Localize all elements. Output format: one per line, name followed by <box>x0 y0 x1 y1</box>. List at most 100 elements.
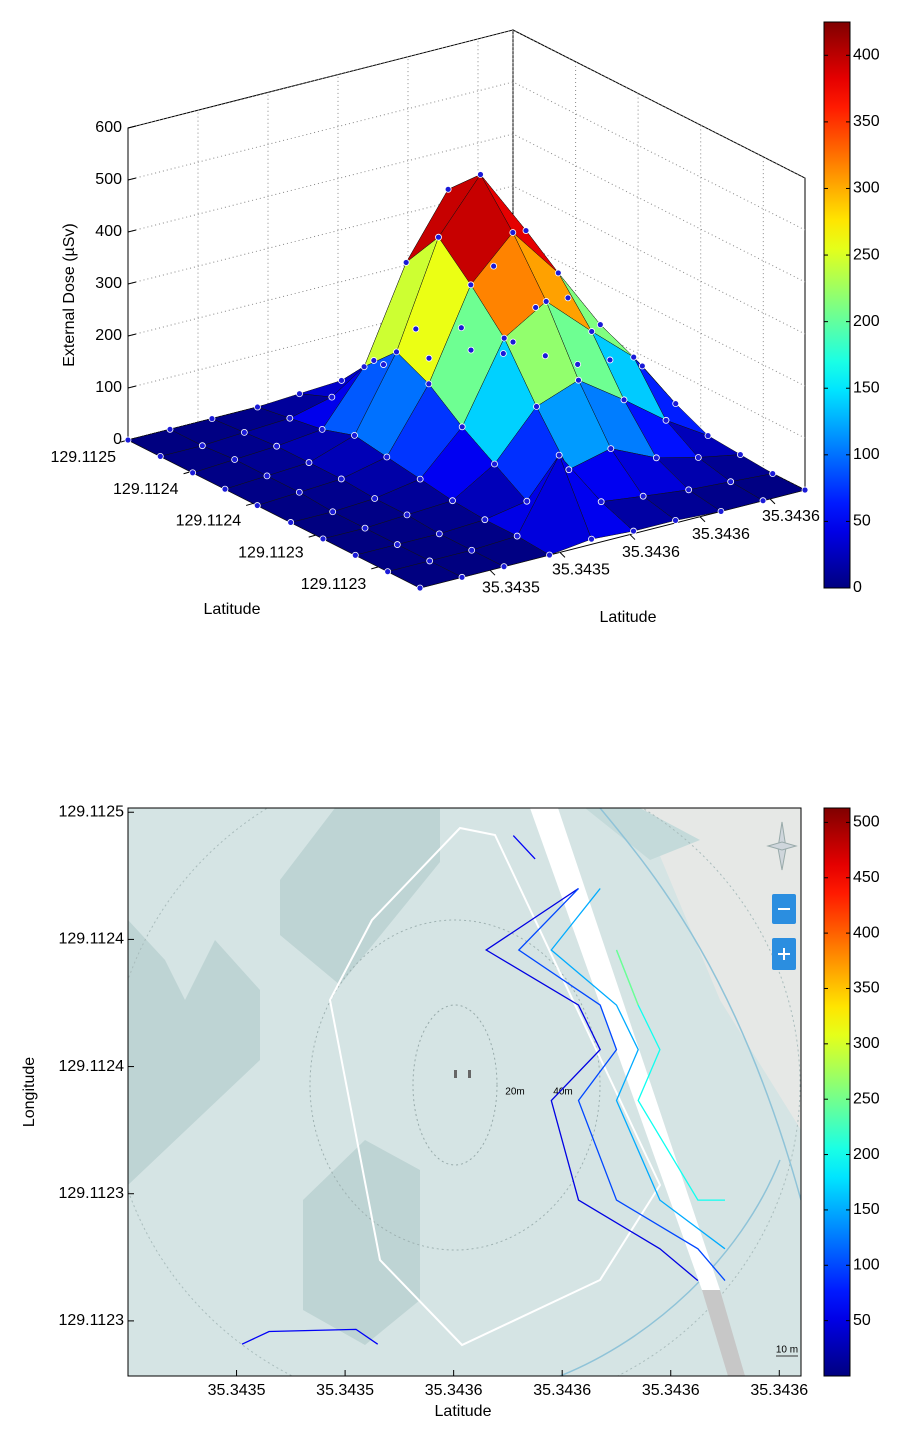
map-area <box>585 808 700 860</box>
z-tick-label: 400 <box>95 223 122 240</box>
data-point <box>513 532 521 540</box>
z-tick-label: 100 <box>95 379 122 396</box>
data-point <box>416 584 424 592</box>
colorbar-tick-label: 50 <box>853 513 871 530</box>
data-point <box>435 530 443 538</box>
y-tick-label: 35.3435 <box>482 579 540 596</box>
data-point <box>286 414 294 422</box>
data-point <box>564 294 572 302</box>
x-tick-label: 35.3435 <box>316 1382 374 1399</box>
y-tick-label: 129.1123 <box>58 1312 124 1329</box>
z-tick <box>127 333 137 337</box>
grid-line <box>127 81 806 231</box>
range-circle <box>412 1004 498 1166</box>
data-point <box>425 354 433 362</box>
y-tick <box>489 569 496 576</box>
data-point <box>468 546 476 554</box>
data-point <box>662 416 670 424</box>
range-circle <box>128 808 801 1376</box>
map: 20m 40m 10 m <box>128 808 801 1376</box>
data-point <box>596 321 604 329</box>
data-point <box>254 403 261 411</box>
contour-line <box>241 1328 379 1345</box>
data-point <box>509 338 517 346</box>
data-point <box>509 229 517 236</box>
data-point <box>435 233 442 241</box>
x-tick <box>246 502 254 506</box>
data-point <box>416 475 424 483</box>
y-axis-label: Latitude <box>600 609 657 626</box>
map-stream <box>559 1159 781 1376</box>
data-point <box>426 557 434 565</box>
data-point <box>444 185 452 193</box>
z-tick <box>127 281 137 285</box>
data-point <box>360 363 368 371</box>
data-point <box>329 508 337 516</box>
data-point <box>156 452 164 460</box>
data-point <box>542 298 550 305</box>
zoom-in-button[interactable] <box>772 938 796 970</box>
colorbar-tick-label: 100 <box>853 446 880 463</box>
y-tick <box>629 534 636 540</box>
contour-line <box>615 949 639 1006</box>
data-point <box>500 563 508 571</box>
y-tick-label: 35.3436 <box>762 508 820 525</box>
data-point <box>351 431 358 439</box>
data-point <box>638 362 646 370</box>
colorbar-tick-label: 150 <box>853 379 880 396</box>
colorbar-tick-label: 200 <box>853 1146 880 1163</box>
data-point <box>607 445 615 452</box>
site-boundary <box>328 826 662 1347</box>
axes-box <box>127 807 802 1377</box>
data-point <box>328 393 336 401</box>
x-axis-label: Latitude <box>435 1403 492 1420</box>
data-point <box>318 426 326 433</box>
data-point <box>380 361 387 368</box>
colorbar <box>823 21 851 589</box>
z-tick <box>127 385 137 389</box>
colorbar-tick-label: 400 <box>853 924 880 941</box>
y-tick <box>699 516 706 523</box>
x-tick-label: 129.1125 <box>50 449 116 466</box>
data-point <box>295 488 303 496</box>
data-point <box>727 478 735 486</box>
x-tick-label: 129.1123 <box>301 576 367 593</box>
data-point <box>477 171 484 178</box>
data-point <box>337 475 345 483</box>
map-stream <box>599 808 801 1201</box>
data-point <box>685 486 693 494</box>
data-point <box>769 470 777 478</box>
z-tick-label: 500 <box>95 171 122 188</box>
data-point <box>449 497 456 505</box>
colorbar-tick-label: 250 <box>853 246 880 263</box>
data-point <box>532 304 540 311</box>
x-tick-label: 35.3436 <box>425 1382 483 1399</box>
data-point <box>371 495 379 502</box>
data-point <box>630 527 637 535</box>
surface-chart: External Dose (µSv) Latitude Latitude 01… <box>50 21 880 626</box>
data-point <box>208 415 216 423</box>
grid-line <box>127 289 806 439</box>
data-point <box>458 573 466 581</box>
z-axis-label: External Dose (µSv) <box>61 223 78 366</box>
data-point <box>240 429 248 436</box>
data-point <box>351 551 359 559</box>
colorbar-tick-label: 150 <box>853 1201 880 1218</box>
x-axis-label: Latitude <box>204 601 261 618</box>
data-point <box>588 535 595 543</box>
y-tick-label: 35.3436 <box>692 526 750 543</box>
data-point <box>296 390 303 398</box>
compass-needle <box>766 841 798 851</box>
data-point <box>166 425 174 433</box>
z-tick-label: 300 <box>95 275 122 292</box>
data-point <box>499 350 507 357</box>
data-point <box>412 325 420 333</box>
data-point <box>490 262 498 270</box>
data-point <box>533 403 540 410</box>
y-tick-label: 35.3435 <box>552 562 610 579</box>
zoom-out-button[interactable] <box>772 894 796 924</box>
map-scale-label: 10 m <box>776 1345 798 1356</box>
data-point <box>672 400 680 408</box>
y-tick-label: 129.1125 <box>58 803 124 820</box>
colorbar-tick-label: 500 <box>853 814 880 831</box>
